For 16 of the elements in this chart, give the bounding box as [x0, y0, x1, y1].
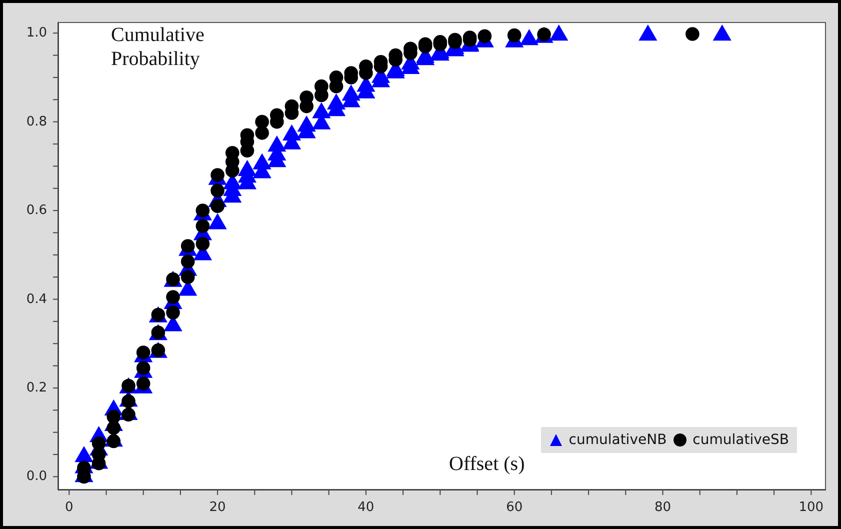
y-tick-label: 0.8 [26, 114, 47, 130]
y-tick-label: 0.4 [26, 292, 47, 307]
x-tick-label: 40 [358, 500, 374, 515]
x-tick-label: 100 [798, 500, 824, 515]
legend-label: cumulativeSB [692, 432, 789, 448]
y-tick-label: 0.6 [26, 203, 47, 218]
x-tick-label: 80 [654, 500, 672, 515]
y-tick-label: 0.0 [26, 469, 47, 484]
x-tick-label: 60 [506, 500, 523, 515]
y-tick-label: 1.0 [26, 26, 47, 41]
x-tick-label: 0 [64, 500, 74, 515]
legend-label: cumulativeNB [568, 432, 667, 448]
y-axis-title: Cumulative Probability [111, 23, 206, 71]
x-tick-label: 20 [209, 500, 226, 515]
y-tick-label: 0.2 [26, 380, 47, 396]
x-axis-title: Offset (s) [449, 453, 525, 476]
